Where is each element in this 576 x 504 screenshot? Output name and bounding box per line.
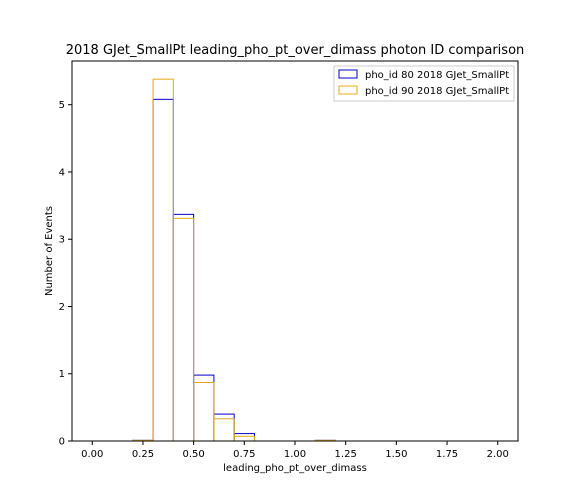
x-tick-label: 0.75 (233, 449, 255, 460)
x-tick-label: 1.50 (385, 449, 407, 460)
y-tick-label: 2 (59, 302, 65, 313)
chart-title: 2018 GJet_SmallPt leading_pho_pt_over_di… (66, 43, 525, 58)
x-tick-label: 0.00 (81, 449, 103, 460)
y-tick-label: 3 (59, 235, 65, 246)
legend-label-series-1: pho_id 80 2018 GJet_SmallPt (365, 70, 509, 81)
x-tick-label: 1.75 (436, 449, 458, 460)
y-tick-label: 0 (59, 437, 65, 448)
legend-box (333, 65, 515, 102)
y-tick-label: 4 (59, 167, 65, 178)
x-axis-label: leading_pho_pt_over_dimass (223, 463, 367, 474)
x-axis-ticks: 0.00 0.25 0.50 0.75 1.00 1.25 1.50 1.75 2.00 (81, 441, 509, 460)
y-axis-ticks: 0 1 2 3 4 5 (59, 100, 72, 448)
y-axis-label: Number of Events (44, 206, 55, 296)
x-tick-label: 2.00 (487, 449, 509, 460)
x-tick-label: 1.00 (284, 449, 306, 460)
x-tick-label: 0.25 (132, 449, 154, 460)
legend-swatch-series-2 (338, 85, 358, 95)
y-tick-label: 1 (59, 369, 65, 380)
x-tick-label: 1.25 (335, 449, 357, 460)
y-tick-label: 5 (59, 100, 65, 111)
x-tick-label: 0.50 (183, 449, 205, 460)
legend: pho_id 80 2018 GJet_SmallPt pho_id 90 20… (333, 65, 515, 102)
legend-label-series-2: pho_id 90 2018 GJet_SmallPt (365, 86, 509, 97)
legend-swatch-series-1 (338, 69, 358, 79)
